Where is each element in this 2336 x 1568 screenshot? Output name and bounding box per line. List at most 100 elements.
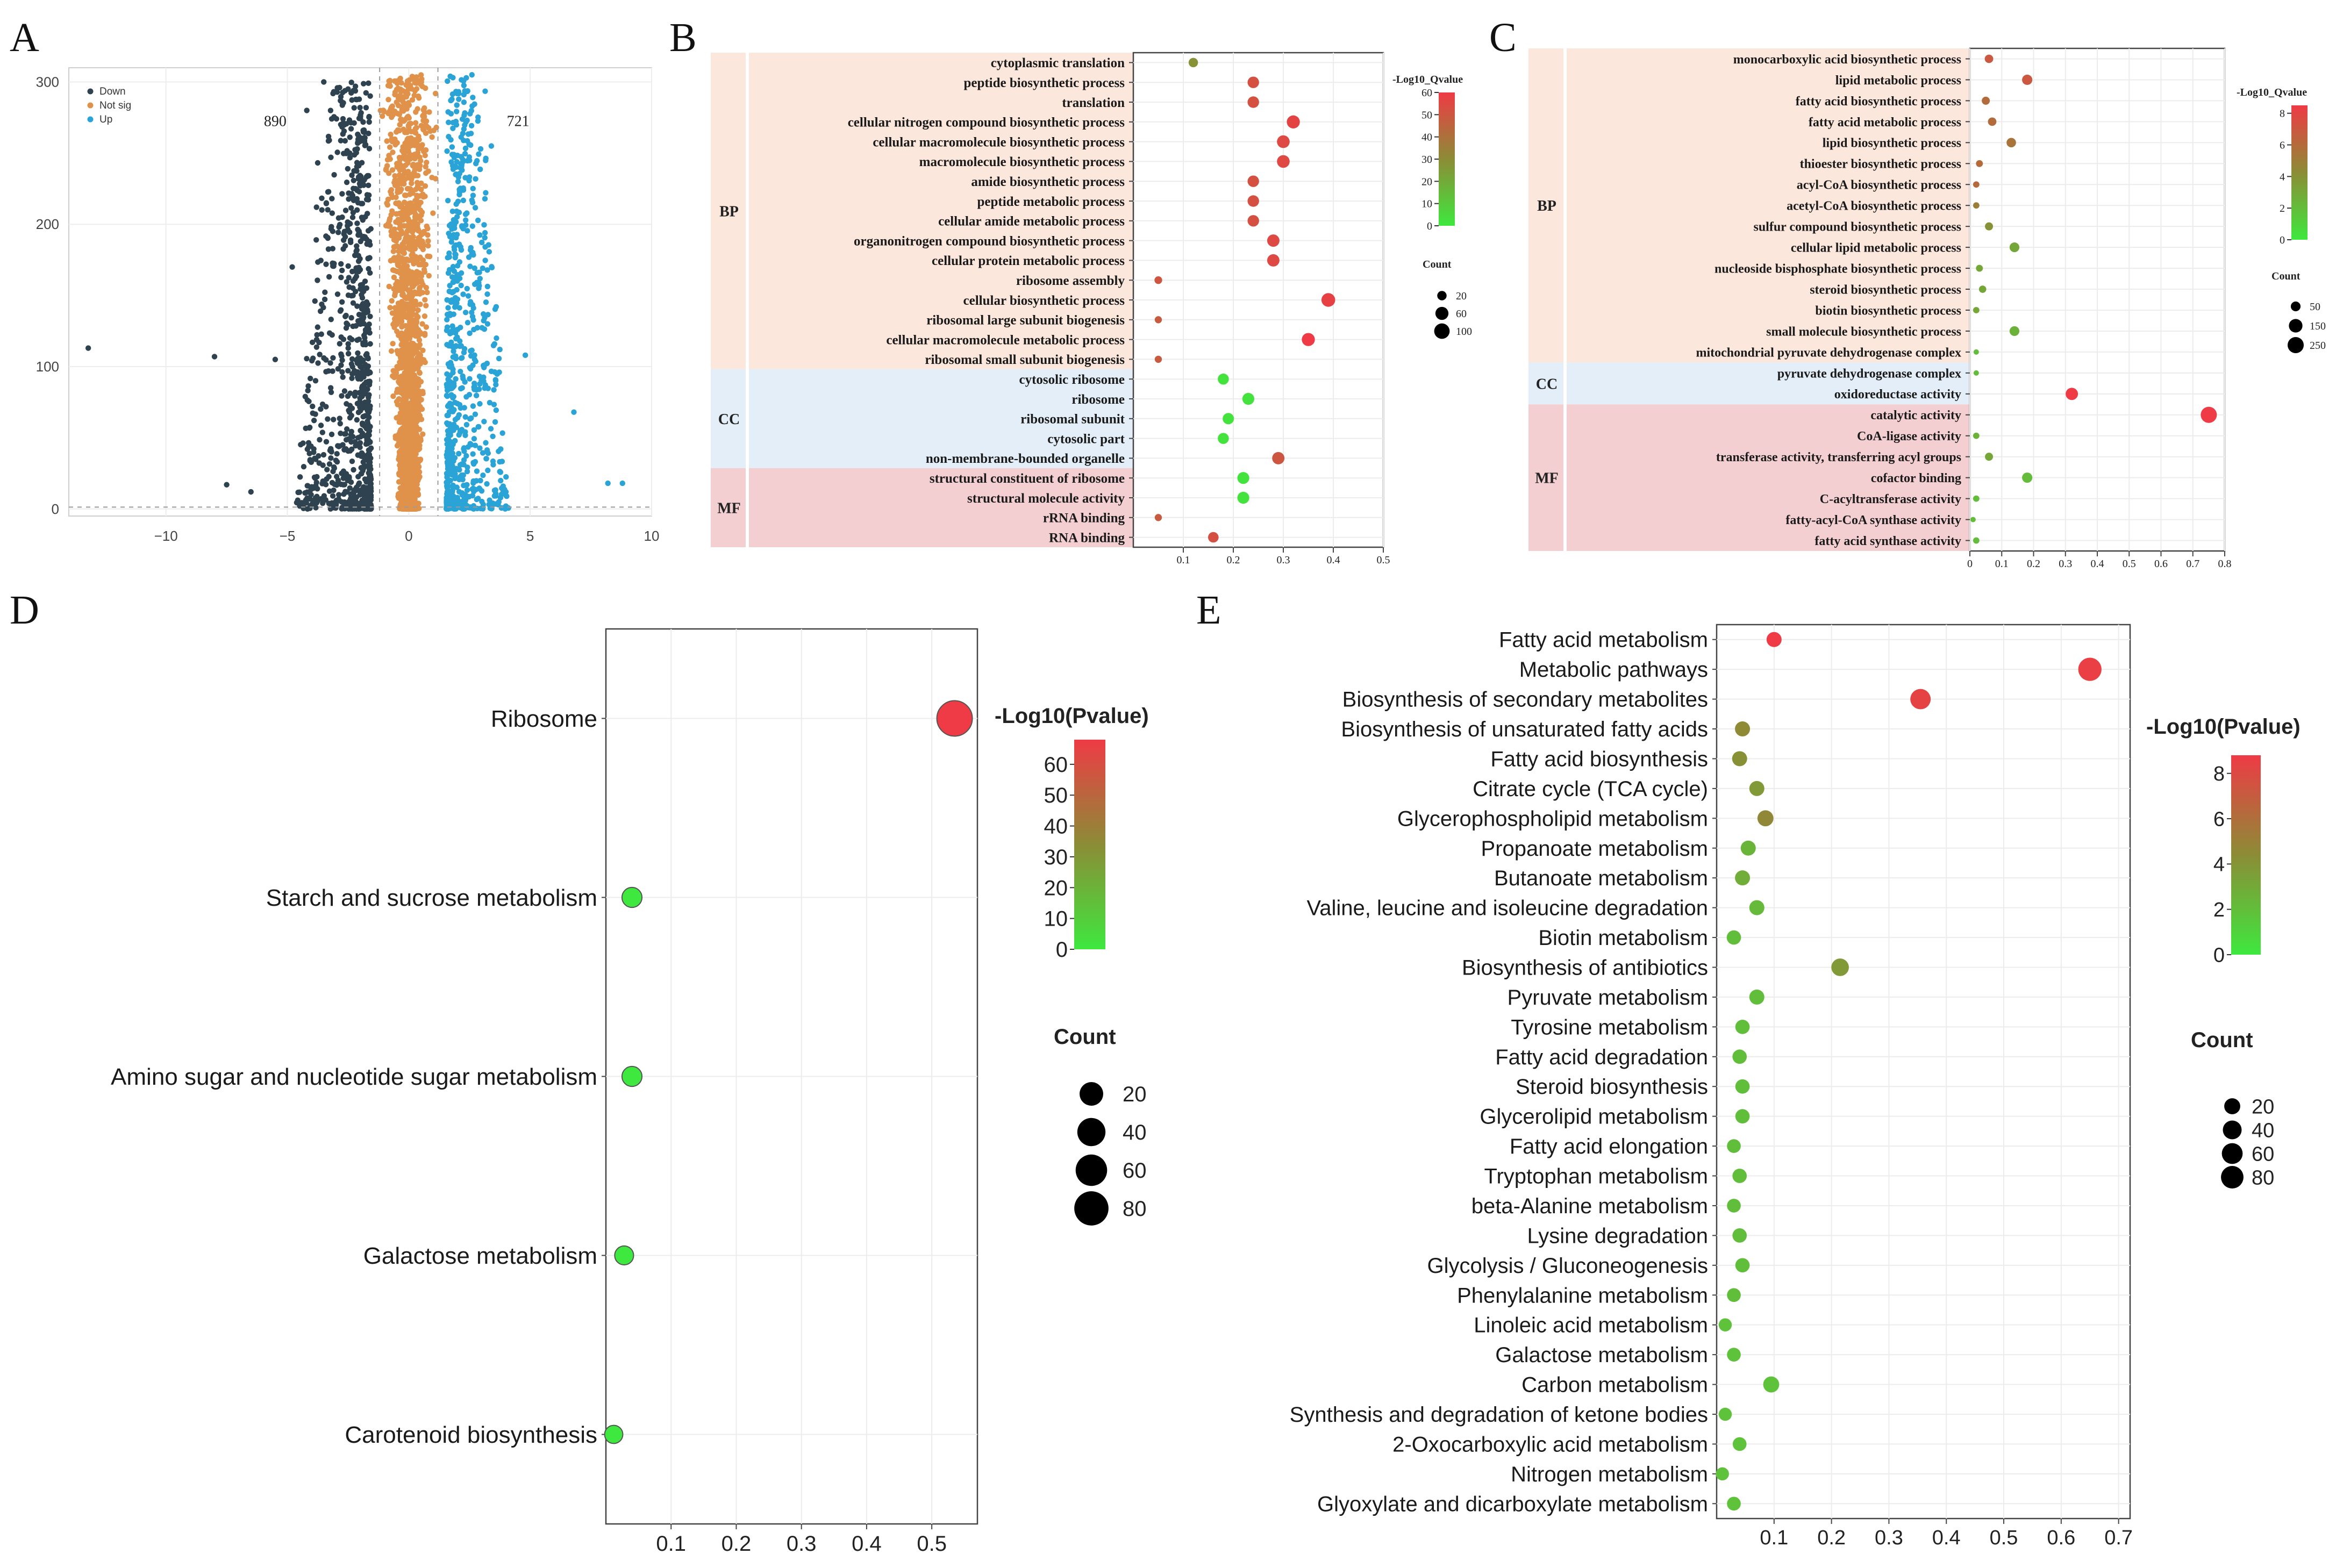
data-point: [1727, 1139, 1741, 1153]
data-point: [470, 305, 476, 311]
data-point: [389, 135, 395, 142]
data-point: [461, 82, 467, 89]
data-point: [415, 477, 421, 484]
data-point: [412, 323, 419, 328]
x-tick-label: 0.5: [2123, 558, 2136, 570]
data-point: [317, 436, 323, 443]
data-point: [401, 400, 408, 406]
data-point: [333, 457, 339, 463]
category-label: 2-Oxocarboxylic acid metabolism: [1392, 1433, 1708, 1456]
data-point: [359, 358, 365, 364]
data-point: [349, 172, 355, 178]
data-point: [388, 189, 394, 195]
panel-d-kegg-dotplot: 0.1 0.2 0.3 0.4 0.5 Ribosome Starch and sucros…: [111, 628, 1149, 1556]
data-point: [492, 493, 499, 499]
data-point: [335, 230, 341, 235]
data-point: [395, 162, 401, 168]
data-point: [347, 134, 353, 140]
data-point: [345, 350, 352, 357]
data-point: [445, 498, 451, 504]
data-point: [386, 283, 392, 290]
category-label: Synthesis and degradation of ketone bodi…: [1290, 1403, 1708, 1427]
data-point: [462, 429, 468, 435]
category-label: Carbon metabolism: [1521, 1373, 1708, 1397]
group-label: BP: [719, 203, 739, 220]
data-point: [488, 143, 495, 149]
data-point: [453, 235, 459, 241]
legend-marker: [87, 88, 94, 95]
data-point: [392, 141, 398, 148]
data-point: [367, 341, 373, 347]
data-point: [353, 357, 360, 363]
size-legend-marker: [1435, 306, 1449, 320]
data-point: [356, 133, 362, 139]
data-point: [465, 131, 472, 137]
data-point: [460, 291, 466, 297]
data-point: [461, 349, 467, 356]
category-label: acyl-CoA biosynthetic process: [1797, 178, 1961, 192]
data-point: [367, 242, 373, 248]
data-point: [467, 504, 473, 510]
data-point: [407, 191, 413, 197]
data-point: [458, 154, 465, 160]
data-point: [494, 335, 499, 341]
data-point: [399, 434, 405, 440]
data-point: [362, 363, 368, 369]
data-point: [426, 273, 432, 279]
data-point: [472, 352, 477, 358]
data-point: [348, 205, 354, 211]
category-label: Metabolic pathways: [1519, 658, 1708, 682]
data-point: [472, 442, 478, 448]
data-point: [451, 311, 456, 317]
data-point: [335, 443, 342, 449]
data-point: [357, 104, 363, 111]
data-point: [422, 269, 427, 275]
data-point: [354, 243, 360, 249]
data-point: [456, 450, 462, 457]
data-point: [484, 267, 490, 273]
data-point: [329, 500, 335, 506]
data-point: [462, 110, 468, 116]
data-point: [412, 505, 418, 511]
data-point: [477, 401, 483, 407]
data-point: [492, 377, 499, 384]
data-point: [363, 90, 369, 96]
data-point: [418, 199, 424, 205]
data-point: [445, 361, 452, 367]
data-point: [339, 267, 345, 274]
data-point: [485, 467, 491, 474]
color-bar: [2291, 105, 2308, 240]
data-point: [406, 455, 412, 461]
data-point: [423, 324, 430, 330]
category-label: transferase activity, transferring acyl …: [1716, 450, 1961, 464]
data-point: [397, 87, 403, 92]
data-point: [460, 159, 466, 164]
legend-label: Up: [99, 114, 112, 125]
data-point: [341, 491, 347, 497]
data-point: [361, 453, 368, 459]
size-legend-label: 50: [2310, 301, 2320, 313]
data-point: [334, 149, 340, 155]
data-point: [392, 319, 399, 325]
data-point: [467, 263, 473, 269]
data-point: [449, 208, 456, 214]
data-point: [396, 95, 402, 101]
data-point: [310, 355, 316, 361]
data-point: [401, 239, 408, 245]
data-point: [330, 263, 336, 269]
data-point: [361, 314, 367, 320]
group-label: MF: [1535, 470, 1559, 487]
data-point: [422, 194, 428, 199]
legend-marker: [87, 102, 94, 109]
data-point: [476, 485, 482, 491]
color-tick-label: 60: [1421, 87, 1432, 99]
data-point: [483, 299, 489, 305]
data-point: [352, 147, 358, 153]
data-point: [352, 393, 358, 399]
data-point: [387, 108, 392, 114]
data-point: [423, 163, 428, 170]
data-point: [405, 218, 411, 224]
data-point: [485, 242, 491, 248]
data-point: [391, 274, 397, 281]
data-point: [368, 445, 374, 451]
